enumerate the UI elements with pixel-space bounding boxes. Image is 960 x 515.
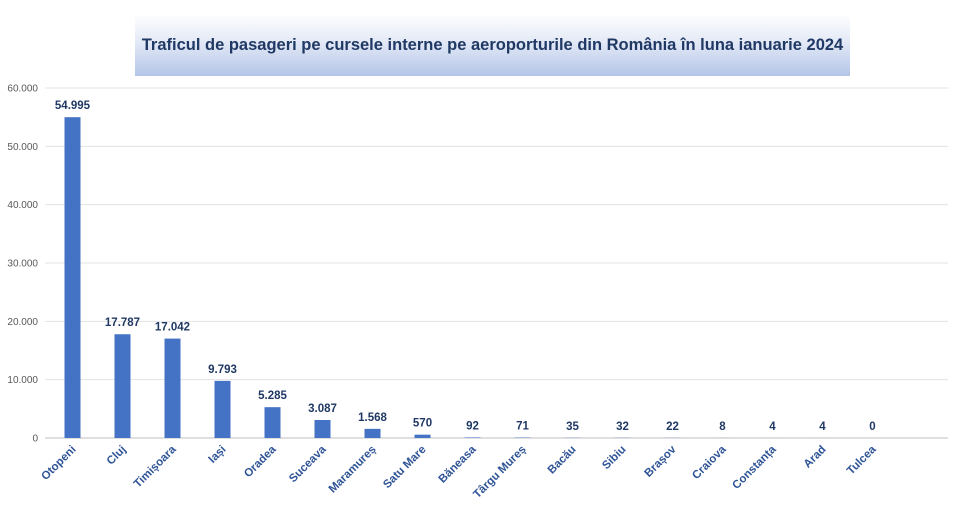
- data-label: 8: [719, 421, 726, 433]
- x-category-label: Maramureș: [327, 444, 379, 496]
- data-label: 22: [666, 421, 679, 433]
- y-tick-label: 60.000: [7, 84, 38, 95]
- data-label: 0: [869, 421, 875, 433]
- y-tick-label: 10.000: [7, 375, 38, 386]
- x-category-label: Oradea: [242, 443, 279, 480]
- bar: [164, 338, 181, 438]
- x-category-label: Craiova: [690, 443, 729, 482]
- y-tick-label: 0: [32, 434, 38, 445]
- y-tick-label: 20.000: [7, 317, 38, 328]
- data-label: 71: [516, 421, 529, 433]
- data-label: 17.787: [105, 317, 140, 329]
- gridlines: [45, 87, 948, 439]
- bars: [64, 117, 831, 438]
- y-tick-label: 40.000: [7, 200, 38, 211]
- x-axis-labels: Otopeni Cluj Timișoara Iași Oradea SuceavaMar…: [39, 443, 879, 501]
- x-category-label: Cluj: [105, 444, 129, 468]
- x-category-label: Brașov: [643, 443, 679, 479]
- chart-title-box: Traficul de pasageri pe cursele interne …: [135, 14, 850, 76]
- bar: [464, 437, 481, 438]
- x-category-label: Arad: [802, 444, 829, 471]
- x-category-label: Sibiu: [600, 444, 628, 472]
- x-category-label: Bacău: [546, 444, 579, 477]
- x-category-label: Timișoara: [132, 443, 179, 490]
- bar: [214, 380, 231, 438]
- x-category-label: Suceava: [287, 443, 329, 485]
- chart-title: Traficul de pasageri pe cursele interne …: [141, 35, 844, 54]
- x-category-label: Băneasa: [437, 443, 479, 485]
- y-tick-label: 30.000: [7, 259, 38, 270]
- bar: [314, 419, 331, 438]
- x-category-label: Satu Mare: [381, 444, 428, 491]
- data-label: 5.285: [258, 390, 287, 402]
- data-label: 570: [413, 418, 432, 430]
- data-label: 4: [769, 421, 776, 433]
- bar: [414, 434, 431, 438]
- data-labels: 54.995 17.787 17.042 9.793 5.285 3.087 1.568 57…: [55, 100, 876, 433]
- data-label: 9.793: [208, 364, 237, 376]
- x-category-label: Târgu Mureș: [471, 444, 528, 501]
- x-category-label: Otopeni: [39, 444, 78, 483]
- data-label: 1.568: [358, 412, 387, 424]
- data-label: 92: [466, 420, 479, 432]
- data-label: 35: [566, 421, 579, 433]
- bar: [264, 407, 281, 438]
- data-label: 4: [819, 421, 826, 433]
- y-tick-label: 50.000: [7, 142, 38, 153]
- data-label: 32: [616, 421, 629, 433]
- x-category-label: Iași: [207, 444, 229, 466]
- data-label: 3.087: [308, 403, 337, 415]
- bar: [64, 117, 81, 438]
- x-category-label: Tulcea: [845, 443, 879, 477]
- data-label: 17.042: [155, 322, 190, 334]
- bar: [364, 428, 381, 438]
- bar: [114, 334, 131, 438]
- data-label: 54.995: [55, 100, 91, 112]
- x-category-label: Constanța: [730, 443, 779, 492]
- y-axis-ticks: 0 10.000 20.000 30.000 40.000 50.000 60.000: [7, 84, 38, 445]
